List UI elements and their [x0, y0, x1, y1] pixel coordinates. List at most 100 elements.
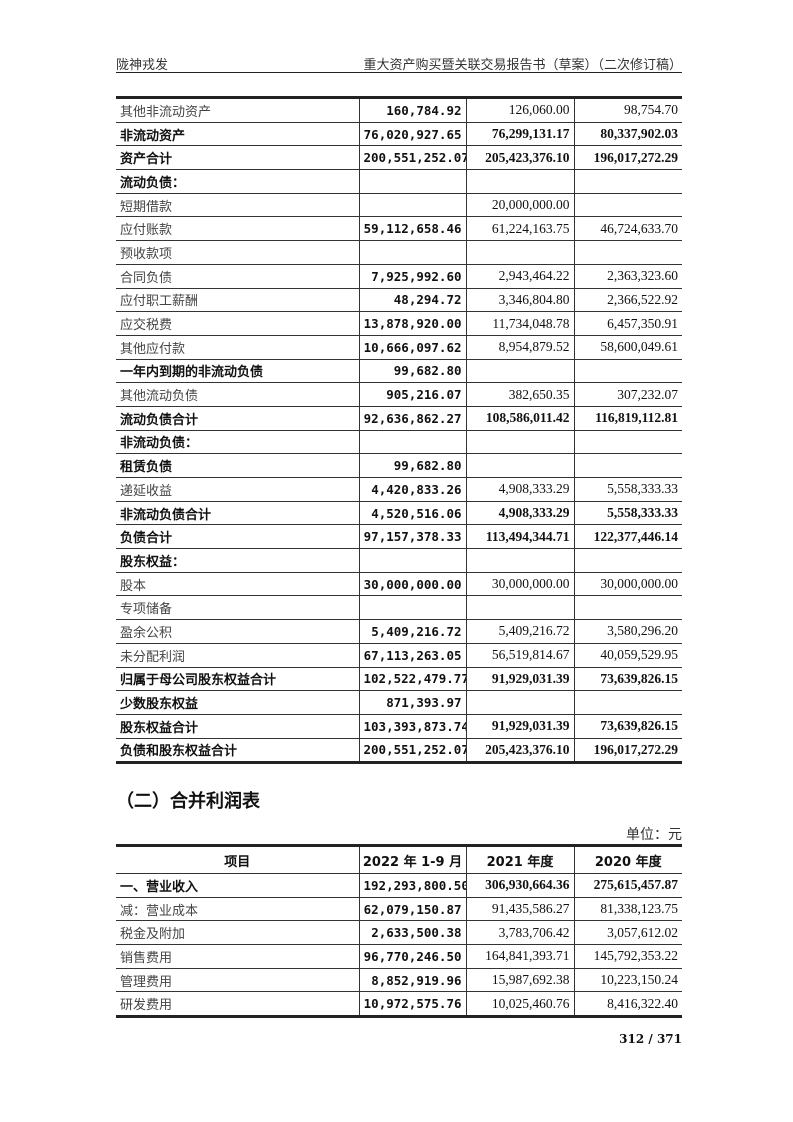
- page-header: 陇神戎发 重大资产购买暨关联交易报告书（草案）（二次修订稿）: [116, 52, 682, 73]
- row-label: 研发费用: [116, 991, 359, 1018]
- value-cell: 4,520,516.06: [358, 501, 466, 526]
- row-label: 负债合计: [116, 524, 359, 550]
- table-row: 租赁负债 99,682.80: [116, 453, 682, 478]
- table-row: 递延收益 4,420,833.26 4,908,333.29 5,558,333.33: [116, 477, 682, 502]
- unit-label: 单位：元: [626, 827, 682, 843]
- value-cell: 92,636,862.27: [358, 406, 466, 431]
- value-cell: 97,157,378.33: [358, 524, 466, 550]
- value-cell: 3,580,296.20: [573, 619, 682, 644]
- value-cell: 30,000,000.00: [573, 572, 682, 597]
- value-cell: [573, 595, 682, 621]
- value-cell: 13,878,920.00: [358, 311, 466, 336]
- row-label: 一、营业收入: [116, 873, 359, 898]
- value-cell: 48,294.72: [358, 288, 466, 313]
- value-cell: 4,420,833.26: [358, 477, 466, 502]
- row-label: 股东权益合计: [116, 714, 359, 739]
- row-label: 一年内到期的非流动负债: [116, 359, 359, 384]
- value-cell: [573, 193, 682, 218]
- row-label: 非流动负债合计: [116, 501, 359, 526]
- table-row: 一年内到期的非流动负债 99,682.80: [116, 359, 682, 384]
- value-cell: 4,908,333.29: [465, 477, 574, 502]
- company-name: 陇神戎发: [116, 58, 169, 73]
- value-cell: [465, 548, 574, 573]
- table-row: 应交税费 13,878,920.00 11,734,048.78 6,457,350.…: [116, 311, 682, 336]
- value-cell: 76,299,131.17: [465, 122, 574, 147]
- row-label: 应付职工薪酬: [116, 288, 359, 313]
- balance-sheet-table: 其他非流动资产 160,784.92 126,060.00 98,754.70 非流动资…: [116, 96, 682, 765]
- value-cell: 30,000,000.00: [465, 572, 574, 597]
- value-cell: 11,734,048.78: [465, 311, 574, 336]
- row-label: 递延收益: [116, 477, 359, 502]
- table-row: 销售费用 96,770,246.50 164,841,393.71 145,792,3…: [116, 944, 682, 969]
- row-label: 流动负债：: [116, 169, 359, 194]
- value-cell: 196,017,272.29: [573, 738, 682, 764]
- row-label: 管理费用: [116, 968, 359, 993]
- table-row: 归属于母公司股东权益合计 102,522,479.77 91,929,031.39 7…: [116, 667, 682, 692]
- value-cell: [358, 595, 466, 621]
- value-cell: 10,666,097.62: [358, 335, 466, 360]
- value-cell: [573, 430, 682, 455]
- value-cell: 205,423,376.10: [465, 738, 574, 764]
- value-cell: 59,112,658.46: [358, 216, 466, 242]
- value-cell: [573, 359, 682, 384]
- value-cell: 102,522,479.77: [358, 667, 466, 692]
- value-cell: [465, 169, 574, 194]
- table-row: 应付职工薪酬 48,294.72 3,346,804.80 2,366,522.92: [116, 288, 682, 313]
- value-cell: 62,079,150.87: [358, 897, 466, 922]
- value-cell: 10,972,575.76: [358, 991, 466, 1018]
- value-cell: [465, 690, 574, 715]
- value-cell: 905,216.07: [358, 382, 466, 407]
- table-row: 其他非流动资产 160,784.92 126,060.00 98,754.70: [116, 97, 682, 123]
- row-label: 租赁负债: [116, 453, 359, 478]
- value-cell: 20,000,000.00: [465, 193, 574, 218]
- income-statement-table: 项目 2022 年 1-9 月 2021 年度 2020 年度 一、营业收入 19…: [116, 844, 682, 1019]
- table-row: 负债合计 97,157,378.33 113,494,344.71 122,377,4…: [116, 524, 682, 550]
- table-row: 专项储备: [116, 595, 682, 621]
- row-label: 专项储备: [116, 595, 359, 621]
- value-cell: 5,558,333.33: [573, 477, 682, 502]
- table-row: 流动负债：: [116, 169, 682, 194]
- table-row: 预收款项: [116, 240, 682, 265]
- row-label: 其他应付款: [116, 335, 359, 360]
- value-cell: 5,558,333.33: [573, 501, 682, 526]
- table-row: 股本 30,000,000.00 30,000,000.00 30,000,000.0…: [116, 572, 682, 597]
- value-cell: 3,346,804.80: [465, 288, 574, 313]
- value-cell: 382,650.35: [465, 382, 574, 407]
- value-cell: 61,224,163.75: [465, 216, 574, 242]
- document-title: 重大资产购买暨关联交易报告书（草案）（二次修订稿）: [363, 58, 682, 73]
- value-cell: [465, 359, 574, 384]
- value-cell: 5,409,216.72: [465, 619, 574, 644]
- column-header: 2020 年度: [573, 845, 682, 874]
- row-label: 应付账款: [116, 216, 359, 242]
- table-row: 股东权益：: [116, 548, 682, 573]
- value-cell: 91,929,031.39: [465, 714, 574, 739]
- table-row: 非流动负债合计 4,520,516.06 4,908,333.29 5,558,333…: [116, 501, 682, 526]
- value-cell: 160,784.92: [358, 97, 466, 123]
- table-row: 合同负债 7,925,992.60 2,943,464.22 2,363,323.60: [116, 264, 682, 289]
- table-row: 管理费用 8,852,919.96 15,987,692.38 10,223,150.…: [116, 968, 682, 993]
- value-cell: [573, 453, 682, 478]
- value-cell: 96,770,246.50: [358, 944, 466, 969]
- value-cell: 15,987,692.38: [465, 968, 574, 993]
- value-cell: 91,435,586.27: [465, 897, 574, 922]
- value-cell: 91,929,031.39: [465, 667, 574, 692]
- table-row: 其他应付款 10,666,097.62 8,954,879.52 58,600,049…: [116, 335, 682, 360]
- value-cell: 7,925,992.60: [358, 264, 466, 289]
- row-label: 流动负债合计: [116, 406, 359, 431]
- value-cell: 200,551,252.07: [358, 738, 466, 764]
- row-label: 其他非流动资产: [116, 97, 359, 123]
- value-cell: [358, 193, 466, 218]
- value-cell: [358, 169, 466, 194]
- table-row: 流动负债合计 92,636,862.27 108,586,011.42 116,819…: [116, 406, 682, 431]
- row-label: 盈余公积: [116, 619, 359, 644]
- value-cell: 30,000,000.00: [358, 572, 466, 597]
- row-label: 股东权益：: [116, 548, 359, 573]
- column-header: 项目: [116, 845, 359, 874]
- row-label: 销售费用: [116, 944, 359, 969]
- value-cell: 99,682.80: [358, 453, 466, 478]
- table-row: 减：营业成本 62,079,150.87 91,435,586.27 81,338,1…: [116, 897, 682, 922]
- row-label: 未分配利润: [116, 643, 359, 668]
- row-label: 减：营业成本: [116, 897, 359, 922]
- table-row: 少数股东权益 871,393.97: [116, 690, 682, 715]
- value-cell: 73,639,826.15: [573, 714, 682, 739]
